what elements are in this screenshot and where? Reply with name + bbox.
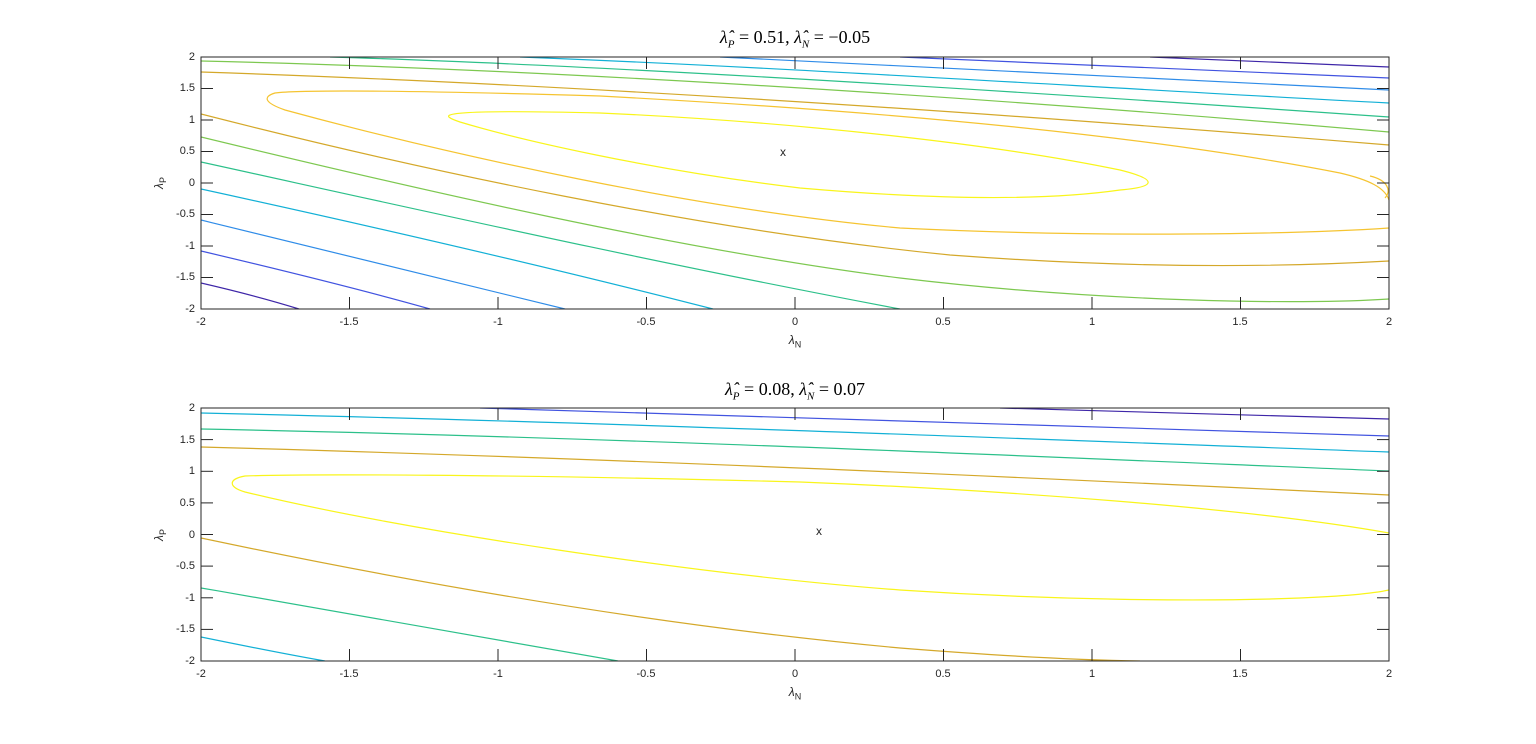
plot-1-xtick: 2 — [1385, 316, 1393, 328]
plot-1-xtick: 0.5 — [935, 316, 951, 328]
plot-2-lambda-n-hat: 0.07 — [833, 379, 865, 399]
plot-2-ytick: -0.5 — [176, 560, 195, 572]
plot-2-ytick: 2 — [188, 402, 195, 414]
plot-2-xtick: -0.5 — [636, 668, 656, 680]
plot-2-xtick: -1 — [493, 668, 503, 680]
plot-1-ytick: -0.5 — [176, 208, 195, 220]
axes-plot-1 — [200, 56, 1390, 310]
plot-2-ytick: -1.5 — [176, 623, 195, 635]
contours-plot-1 — [201, 57, 1389, 309]
plot-2-xtick: 0 — [791, 668, 799, 680]
plot-1-ytick: -2 — [185, 303, 195, 315]
plot-1-ytick: 0 — [188, 177, 195, 189]
plot-2-xtick: -1.5 — [339, 668, 359, 680]
plot-1-ytick: -1.5 — [176, 271, 195, 283]
plot-1-ylabel: λP — [151, 177, 169, 189]
plot-1-xtick: 1.5 — [1232, 316, 1248, 328]
plot-2-ytick: 0 — [188, 529, 195, 541]
plot-2-xlabel: λN — [788, 685, 802, 702]
plot-2-ytick: 1 — [188, 465, 195, 477]
plot-1-ytick: -1 — [185, 240, 195, 252]
plot-2-estimate-marker: x — [816, 524, 822, 538]
plot-2-ytick: 1.5 — [179, 434, 195, 446]
plot-2-xtick: 1.5 — [1232, 668, 1248, 680]
plot-1-lambda-p-hat: 0.51 — [753, 27, 786, 47]
contours-plot-2 — [201, 408, 1389, 661]
plot-2-xtick: 1 — [1088, 668, 1096, 680]
plot-1-estimate-marker: x — [780, 145, 786, 159]
plot-2-xtick: -2 — [196, 668, 206, 680]
plot-2-title: λ̂P = 0.08, λ̂N = 0.07 — [725, 379, 865, 403]
plot-1-ytick: 0.5 — [179, 145, 195, 157]
plot-1-title: λ̂P = 0.51, λ̂N = −0.05 — [719, 27, 871, 51]
plot-1-xtick: -1 — [493, 316, 503, 328]
plot-1-xtick: -0.5 — [636, 316, 656, 328]
plot-1-xtick: -2 — [196, 316, 206, 328]
plot-2-xtick: 0.5 — [935, 668, 951, 680]
plot-1-xlabel: λN — [788, 333, 802, 350]
plot-1-xtick: 0 — [791, 316, 799, 328]
plot-2-xtick: 2 — [1385, 668, 1393, 680]
plot-1-xtick: 1 — [1088, 316, 1096, 328]
plot-2-lambda-p-hat: 0.08 — [758, 379, 791, 399]
axes-plot-2 — [200, 407, 1390, 662]
plot-1-ytick: 1 — [188, 114, 195, 126]
plot-2-ytick: 0.5 — [179, 497, 195, 509]
plot-1-ytick: 2 — [188, 51, 195, 63]
plot-2-ytick: -1 — [185, 592, 195, 604]
plot-2-ylabel: λP — [151, 529, 169, 541]
plot-2-ytick: -2 — [185, 655, 195, 667]
plot-1-xtick: -1.5 — [339, 316, 359, 328]
plot-1-lambda-n-hat: −0.05 — [828, 27, 871, 47]
plot-1-ytick: 1.5 — [179, 82, 195, 94]
